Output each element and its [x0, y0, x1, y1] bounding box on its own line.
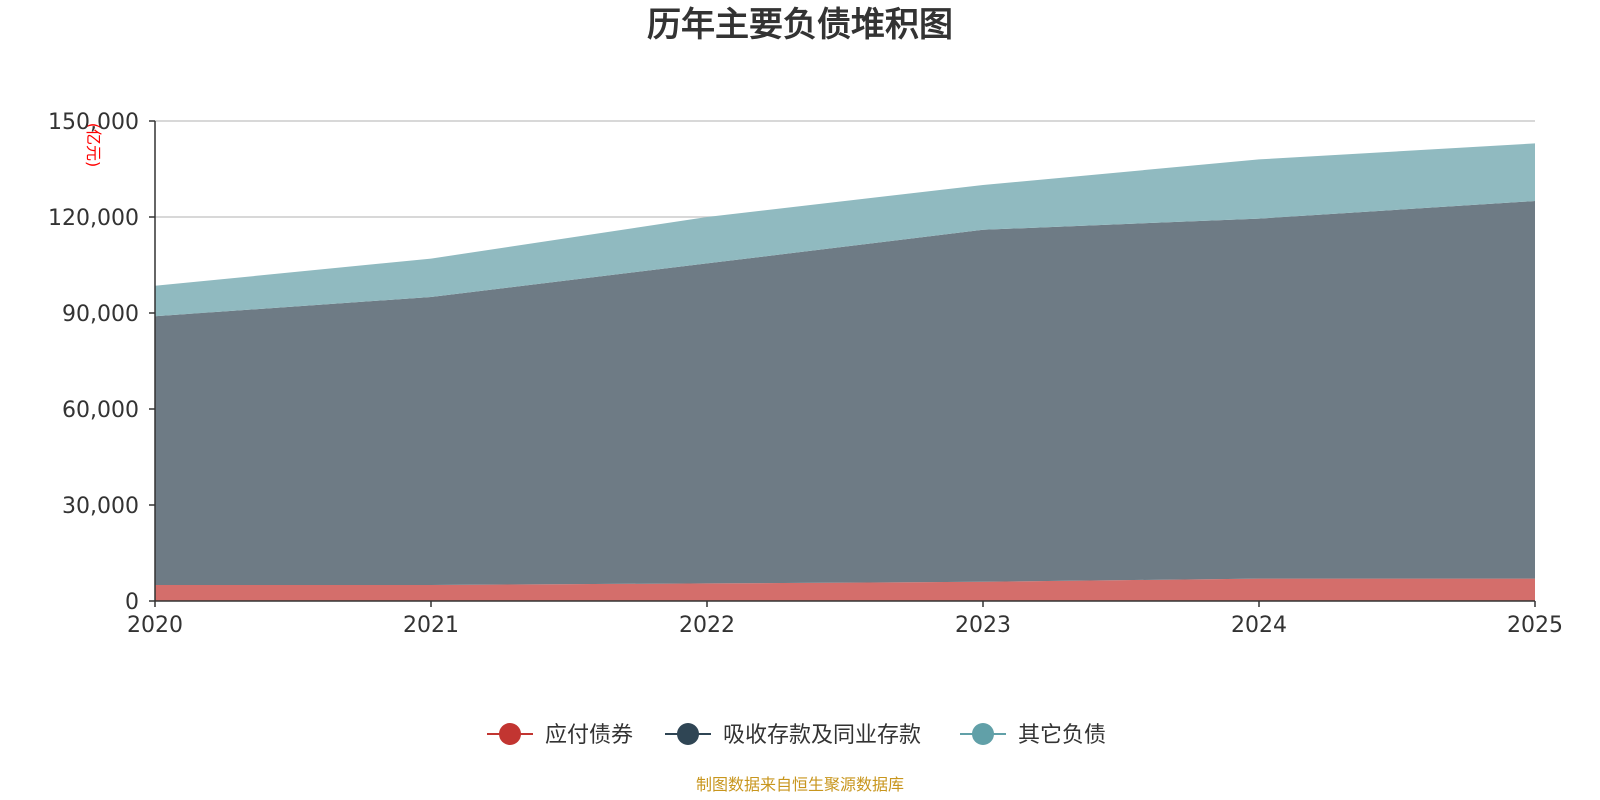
y-tick-label: 0: [125, 590, 139, 615]
legend-label-1: 吸收存款及同业存款: [723, 723, 921, 748]
x-tick-label: 2021: [403, 613, 459, 638]
x-tick-label: 2025: [1507, 613, 1563, 638]
area-series-0: [155, 578, 1535, 601]
x-tick-label: 2020: [127, 613, 183, 638]
area-series-2: [155, 143, 1535, 317]
legend-marker-2: [972, 723, 994, 745]
y-tick-label: 120,000: [48, 206, 139, 231]
legend-marker-0: [499, 723, 521, 745]
area-series-1: [155, 201, 1535, 585]
x-tick-label: 2024: [1231, 613, 1287, 638]
chart-title: 历年主要负债堆积图: [647, 5, 953, 45]
x-tick-label: 2022: [679, 613, 735, 638]
y-tick-label: 30,000: [62, 494, 139, 519]
legend: 应付债券 吸收存款及同业存款 其它负债: [487, 723, 1106, 748]
legend-label-0: 应付债券: [545, 723, 633, 748]
y-tick-label: 90,000: [62, 302, 139, 327]
area-layer: [155, 143, 1535, 601]
y-axis-unit-label: (亿元): [84, 123, 103, 168]
x-tick-label: 2023: [955, 613, 1011, 638]
y-tick-label: 150,000: [48, 110, 139, 135]
legend-marker-1: [677, 723, 699, 745]
legend-label-2: 其它负债: [1018, 723, 1106, 748]
y-tick-label: 60,000: [62, 398, 139, 423]
data-source-note: 制图数据来自恒生聚源数据库: [696, 775, 904, 794]
axes: 0 30,000 60,000 90,000 120,000 150,000 2020 202…: [48, 110, 1563, 638]
